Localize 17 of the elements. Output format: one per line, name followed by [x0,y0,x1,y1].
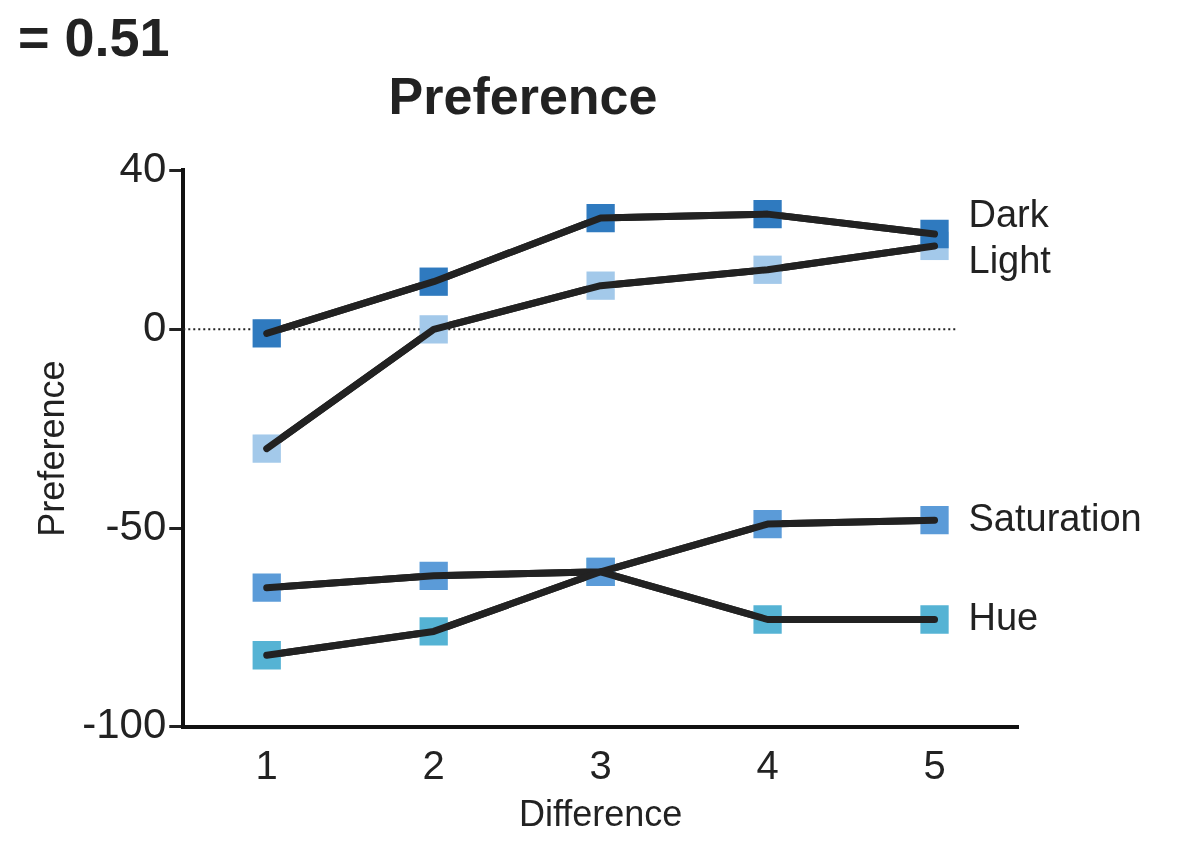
series-label: Saturation [968,496,1142,539]
series-label: Light [968,239,1052,282]
x-tick-label: 1 [255,742,278,787]
y-tick-label: -50 [105,501,167,549]
text: = 0.51 [18,6,170,67]
x-tick-label: 5 [923,742,946,787]
x-tick-label: 3 [589,742,612,787]
series-label: Hue [968,595,1039,638]
x-tick-label: 4 [756,742,779,787]
y-tick-label: 40 [119,143,167,191]
series-label: Dark [968,193,1050,236]
chart-title: Preference [388,66,658,125]
y-tick-label: -100 [82,700,167,748]
y-tick-label: 0 [142,302,167,350]
x-axis-title: Difference [518,793,683,835]
x-tick-label: 2 [422,742,445,787]
y-axis-title: Preference [30,360,72,537]
